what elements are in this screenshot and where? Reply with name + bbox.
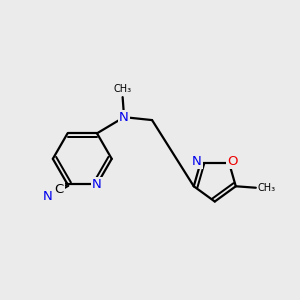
Text: CH₃: CH₃ xyxy=(257,183,275,193)
Text: C: C xyxy=(54,183,64,196)
Text: N: N xyxy=(192,154,202,168)
Text: CH₃: CH₃ xyxy=(114,84,132,94)
Text: N: N xyxy=(92,178,102,191)
Text: N: N xyxy=(42,190,52,202)
Text: N: N xyxy=(119,111,129,124)
Text: O: O xyxy=(227,154,238,168)
